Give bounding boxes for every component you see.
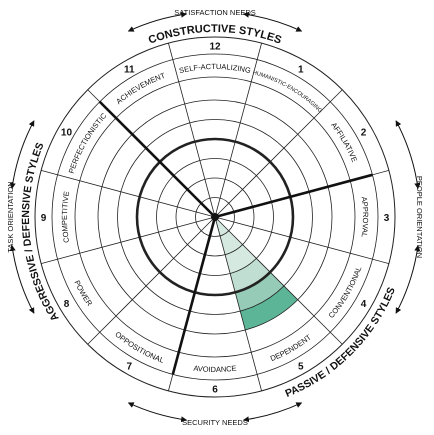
arrow bbox=[395, 120, 421, 190]
style-name: APPROVAL bbox=[360, 196, 370, 238]
orientation-label: PEOPLE ORIENTATION bbox=[415, 176, 424, 258]
arrow bbox=[395, 244, 421, 314]
style-name: AFFILIATIVE bbox=[329, 121, 359, 164]
style-number: 6 bbox=[212, 385, 218, 396]
ring bbox=[175, 177, 255, 257]
style-number: 5 bbox=[298, 362, 304, 373]
outer-ring bbox=[34, 36, 396, 398]
arrow bbox=[127, 402, 188, 423]
style-number: 10 bbox=[61, 127, 73, 138]
spoke bbox=[214, 43, 262, 218]
spoke bbox=[41, 170, 216, 218]
ring bbox=[117, 119, 313, 315]
ring bbox=[135, 137, 295, 297]
spoke bbox=[214, 89, 343, 218]
style-number: 12 bbox=[209, 42, 221, 53]
arrow bbox=[242, 11, 303, 32]
ring bbox=[195, 197, 235, 237]
arrow bbox=[9, 120, 35, 190]
spoke bbox=[214, 216, 389, 264]
orientation-label: TASK ORIENTATION bbox=[6, 181, 15, 252]
arrow bbox=[127, 11, 188, 32]
style-name: SELF-ACTUALIZING bbox=[178, 62, 252, 75]
spoke bbox=[168, 43, 216, 218]
spoke bbox=[214, 216, 262, 391]
spoke bbox=[87, 216, 216, 345]
spoke bbox=[41, 216, 216, 264]
hub bbox=[211, 213, 219, 221]
style-name: PERFECTIONISTIC bbox=[67, 111, 109, 175]
style-name: POWER bbox=[72, 279, 94, 308]
style-number: 2 bbox=[361, 127, 367, 138]
style-name: COMPETITIVE bbox=[60, 191, 71, 244]
cluster-divider bbox=[171, 216, 217, 375]
style-number: 11 bbox=[124, 64, 135, 75]
shade bbox=[235, 272, 284, 312]
ring bbox=[51, 53, 379, 381]
style-name: CONVENTIONAL bbox=[327, 265, 364, 320]
style-number: 4 bbox=[361, 299, 367, 310]
shade bbox=[240, 285, 298, 331]
cluster-divider bbox=[214, 173, 373, 219]
arrow bbox=[9, 244, 35, 314]
shade bbox=[215, 217, 257, 274]
style-number: 7 bbox=[126, 362, 132, 373]
ring bbox=[156, 158, 274, 276]
style-name: AVOIDANCE bbox=[193, 364, 237, 374]
arrow bbox=[242, 402, 303, 423]
need-label: SECURITY NEEDS bbox=[182, 418, 248, 427]
style-name: HUMANISTIC-ENCOURAGING bbox=[252, 70, 323, 114]
style-name: DEPENDENT bbox=[269, 332, 313, 363]
style-number: 8 bbox=[64, 299, 70, 310]
style-number: 1 bbox=[298, 64, 304, 75]
need-label: SATISFACTION NEEDS bbox=[174, 8, 256, 17]
ring bbox=[97, 99, 333, 335]
spoke bbox=[214, 216, 343, 345]
style-number: 3 bbox=[384, 213, 390, 224]
ring bbox=[74, 76, 356, 358]
shade bbox=[230, 258, 271, 293]
style-number: 9 bbox=[41, 213, 47, 224]
cluster-divider bbox=[98, 100, 216, 218]
